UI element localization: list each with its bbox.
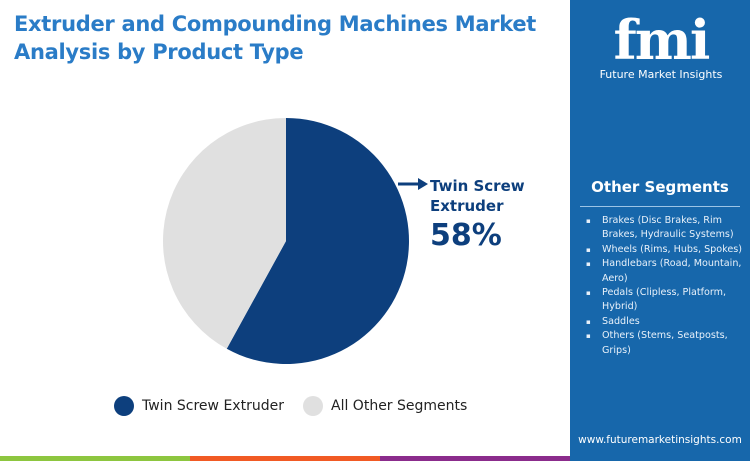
footer-bar-orange — [190, 456, 380, 461]
website-link[interactable]: www.futuremarketinsights.com — [578, 434, 742, 446]
other-segments-list: Brakes (Disc Brakes, Rim Brakes, Hydraul… — [584, 214, 750, 358]
legend-label: Twin Screw Extruder — [142, 398, 284, 414]
logo-subtitle: Future Market Insights — [599, 68, 723, 81]
divider — [580, 206, 740, 207]
footer-bar-purple — [380, 456, 570, 461]
fmi-logo: fmi Future Market Insights — [596, 12, 726, 81]
other-segments-title: Other Segments — [591, 178, 729, 196]
list-item: Pedals (Clipless, Platform, Hybrid) — [584, 286, 750, 315]
pie-slice-twin-screw-extruder — [226, 118, 409, 364]
callout: Twin Screw Extruder 58% — [430, 176, 530, 256]
chart-title: Extruder and Compounding Machines Market… — [14, 12, 537, 64]
legend-swatch — [303, 396, 323, 416]
logo-mark: fmi — [613, 8, 711, 72]
legend-label: All Other Segments — [331, 398, 468, 414]
sidebar: fmi Future Market Insights Other Segment… — [570, 0, 750, 461]
callout-label: Twin Screw Extruder — [430, 177, 525, 215]
footer-bar-green — [0, 456, 190, 461]
pie-chart — [162, 118, 409, 364]
callout-value: 58% — [430, 218, 502, 253]
list-item: Wheels (Rims, Hubs, Spokes) — [584, 243, 750, 258]
pie-slice-all-other-segments — [162, 118, 286, 349]
list-item: Brakes (Disc Brakes, Rim Brakes, Hydraul… — [584, 214, 750, 243]
legend-item: All Other Segments — [303, 396, 467, 416]
list-item: Handlebars (Road, Mountain, Aero) — [584, 257, 750, 286]
list-item: Saddles — [584, 315, 750, 330]
arrow-icon — [398, 178, 428, 190]
legend-swatch — [114, 396, 134, 416]
legend-item: Twin Screw Extruder — [114, 396, 284, 416]
list-item: Others (Stems, Seatposts, Grips) — [584, 329, 750, 358]
